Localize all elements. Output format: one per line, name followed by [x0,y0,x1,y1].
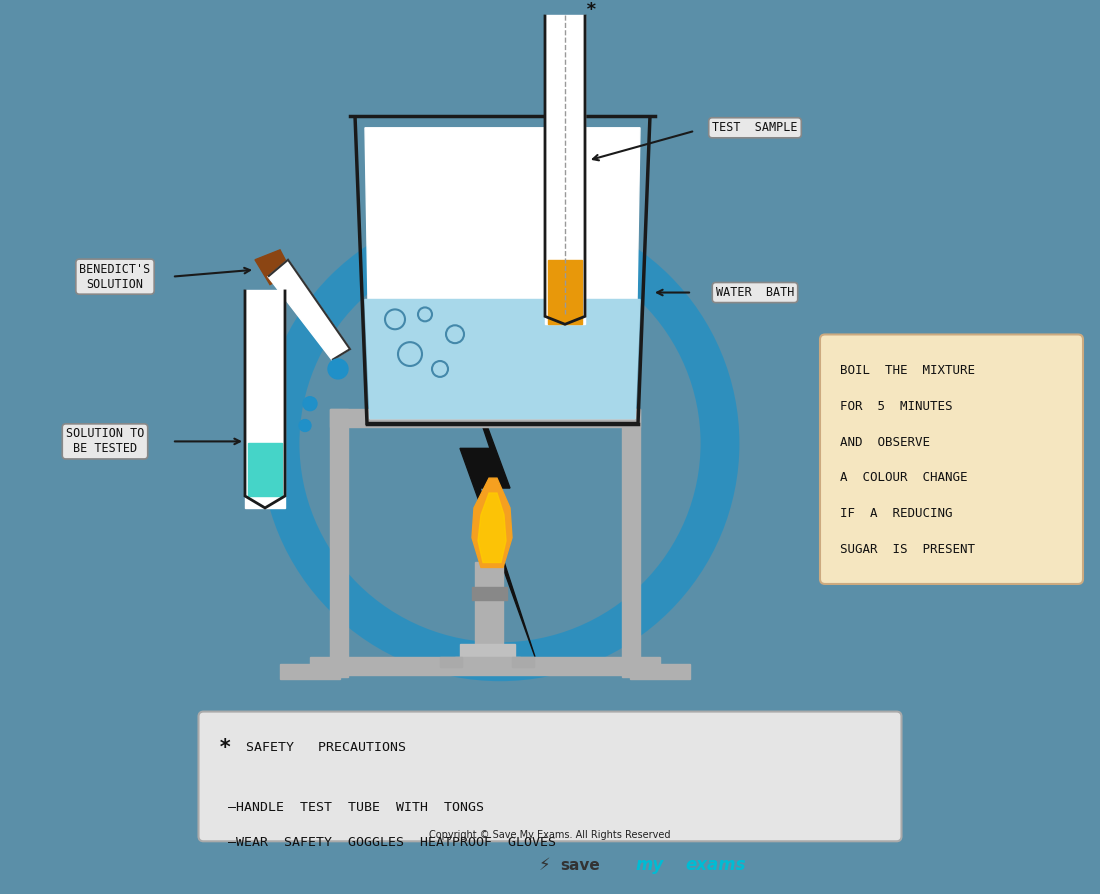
Text: SAFETY   PRECAUTIONS: SAFETY PRECAUTIONS [245,741,406,755]
Bar [460,644,515,659]
Text: SOLUTION TO
BE TESTED: SOLUTION TO BE TESTED [66,427,144,455]
Bar [310,657,660,675]
FancyBboxPatch shape [820,334,1084,584]
Circle shape [302,397,317,410]
Bar [475,562,503,647]
Bar [245,290,285,508]
Circle shape [299,419,311,432]
Bar [472,587,507,600]
Bar [548,260,582,325]
Text: save: save [560,857,600,873]
Bar [512,657,534,667]
Polygon shape [472,478,512,568]
Text: FOR  5  MINUTES: FOR 5 MINUTES [840,400,953,413]
Text: *: * [219,738,231,758]
FancyBboxPatch shape [198,712,902,841]
Text: A  COLOUR  CHANGE: A COLOUR CHANGE [840,471,968,485]
Text: my: my [635,856,663,874]
Polygon shape [255,249,292,284]
Text: –WEAR  SAFETY  GOGGLES  HEATPROOF  GLOVES: –WEAR SAFETY GOGGLES HEATPROOF GLOVES [229,836,557,848]
Text: –HANDLE  TEST  TUBE  WITH  TONGS: –HANDLE TEST TUBE WITH TONGS [229,801,484,814]
Text: exams: exams [685,856,746,874]
Bar [248,443,282,496]
Text: WATER  BATH: WATER BATH [716,286,794,299]
Circle shape [328,359,348,379]
Bar [330,409,640,426]
Bar [544,14,585,325]
Text: IF  A  REDUCING: IF A REDUCING [840,507,953,520]
Polygon shape [365,128,640,418]
Polygon shape [478,493,506,562]
Bar [455,657,520,670]
Bar [440,657,462,667]
Polygon shape [268,260,350,360]
Text: TEST  SAMPLE: TEST SAMPLE [713,122,798,134]
Text: BENEDICT'S
SOLUTION: BENEDICT'S SOLUTION [79,263,151,291]
Text: BOIL  THE  MIXTURE: BOIL THE MIXTURE [840,364,975,377]
Polygon shape [434,284,535,657]
Text: AND  OBSERVE: AND OBSERVE [840,435,929,449]
Bar [630,663,690,679]
Text: ⚡: ⚡ [538,856,550,874]
Text: Copyright © Save My Exams. All Rights Reserved: Copyright © Save My Exams. All Rights Re… [429,831,671,840]
Bar [330,409,348,677]
Bar [280,663,340,679]
Bar [621,409,640,677]
Text: SUGAR  IS  PRESENT: SUGAR IS PRESENT [840,543,975,556]
Text: *: * [436,267,448,286]
Text: *: * [585,1,596,19]
Polygon shape [365,299,640,418]
